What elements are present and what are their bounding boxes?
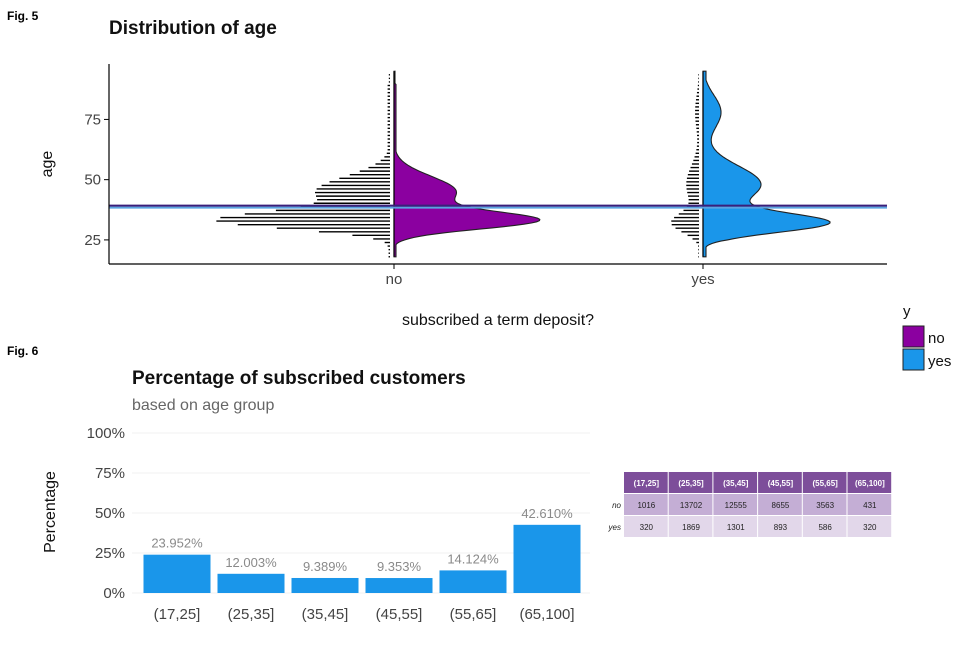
table-cell-value-no-1: 13702 bbox=[680, 501, 703, 510]
fig6-title: Percentage of subscribed customers bbox=[132, 368, 466, 389]
table-cell-value-no-4: 3563 bbox=[816, 501, 834, 510]
fig6-x-ticks: (17,25] (25,35] (35,45] (45,55] (55,65] (65,1… bbox=[154, 606, 575, 623]
fig6-y-ticks: 0% 25% 50% 75% 100% bbox=[87, 425, 125, 602]
bar-value-label-2: 9.389% bbox=[303, 559, 348, 574]
table-cell-yes-1 bbox=[668, 516, 713, 537]
fig5-x-tick-label-1: yes bbox=[691, 271, 714, 288]
bar-3 bbox=[365, 578, 433, 593]
bar-value-label-5: 42.610% bbox=[521, 506, 573, 521]
counts-table: (17,25] (25,35] (35,45] (45,55] (55,65] (65,1… bbox=[608, 472, 892, 537]
table-cell-value-no-2: 12555 bbox=[725, 501, 748, 510]
fig5-y-axis-title: age bbox=[39, 151, 56, 178]
fig6-x-tick-label-3: (45,55] bbox=[376, 606, 423, 623]
table-header-label-3: (45,55] bbox=[768, 479, 794, 488]
table-cell-value-yes-1: 1869 bbox=[682, 523, 700, 532]
legend-swatch-yes bbox=[902, 348, 925, 371]
table-header-cell-5 bbox=[847, 472, 892, 493]
fig6-y-tick-label-1: 25% bbox=[95, 545, 125, 562]
fig6-y-axis-title: Percentage bbox=[42, 471, 59, 553]
fig5-y-tick-label-0: 25 bbox=[84, 232, 101, 249]
bar-value-label-4: 14.124% bbox=[447, 551, 499, 566]
table-header-cell-1 bbox=[668, 472, 713, 493]
table-cell-value-yes-3: 893 bbox=[774, 523, 788, 532]
fig5-x-ticks: no yes bbox=[386, 264, 715, 288]
table-cell-value-yes-5: 320 bbox=[863, 523, 877, 532]
table-header-label-0: (17,25] bbox=[634, 479, 660, 488]
bar-4 bbox=[439, 570, 507, 593]
table-header-cell-0 bbox=[624, 472, 668, 493]
fig5-title: Distribution of age bbox=[109, 18, 277, 39]
table-cell-no-4 bbox=[802, 494, 847, 515]
fig6-x-tick-label-1: (25,35] bbox=[228, 606, 275, 623]
table-row-label-yes: yes bbox=[608, 523, 621, 532]
fig5-label: Fig. 5 bbox=[7, 9, 39, 23]
table-cell-no-2 bbox=[713, 494, 758, 515]
bar-0 bbox=[143, 554, 211, 593]
legend-label-yes: yes bbox=[928, 353, 951, 370]
fig6-bars: 23.952% 12.003% 9.389% 9.353% 14.124% 42.610% bbox=[143, 506, 581, 593]
fig6-label: Fig. 6 bbox=[7, 344, 39, 358]
table-row-label-no: no bbox=[612, 501, 621, 510]
fig5-x-axis-title: subscribed a term deposit? bbox=[402, 312, 594, 329]
fig5-legend: y no yes bbox=[902, 303, 951, 371]
bar-value-label-0: 23.952% bbox=[151, 536, 203, 551]
fig6-x-tick-label-0: (17,25] bbox=[154, 606, 201, 623]
table-cell-yes-0 bbox=[624, 516, 668, 537]
table-cell-no-0 bbox=[624, 494, 668, 515]
violin-no bbox=[393, 70, 541, 258]
fig6-x-tick-label-5: (65,100] bbox=[519, 606, 574, 623]
fig6-subtitle: based on age group bbox=[132, 397, 274, 414]
bar-value-label-1: 12.003% bbox=[225, 555, 277, 570]
table-cell-value-yes-2: 1301 bbox=[727, 523, 745, 532]
histograms-layer bbox=[216, 74, 699, 258]
fig6-x-tick-label-2: (35,45] bbox=[302, 606, 349, 623]
table-header-label-2: (35,45] bbox=[723, 479, 749, 488]
bar-value-label-3: 9.353% bbox=[377, 559, 422, 574]
table-cell-yes-2 bbox=[713, 516, 758, 537]
table-cell-no-5 bbox=[847, 494, 892, 515]
legend-swatch-no bbox=[902, 325, 925, 348]
table-header-cell-3 bbox=[758, 472, 802, 493]
table-cell-value-no-3: 8655 bbox=[772, 501, 790, 510]
bar-2 bbox=[291, 577, 359, 593]
fig5-x-tick-label-0: no bbox=[386, 271, 403, 288]
legend-title: y bbox=[903, 303, 911, 320]
violin-yes bbox=[702, 70, 831, 258]
violins-layer bbox=[393, 70, 831, 258]
table-cell-value-no-5: 431 bbox=[863, 501, 877, 510]
fig6-y-tick-label-2: 50% bbox=[95, 505, 125, 522]
legend-label-no: no bbox=[928, 330, 945, 347]
table-cell-yes-5 bbox=[847, 516, 892, 537]
table-cell-value-yes-4: 586 bbox=[818, 523, 832, 532]
fig5-y-tick-label-1: 50 bbox=[84, 172, 101, 189]
table-header-label-1: (25,35] bbox=[678, 479, 704, 488]
table-cell-no-3 bbox=[758, 494, 802, 515]
fig5-y-ticks: 25 50 75 bbox=[84, 111, 109, 249]
fig6-x-tick-label-4: (55,65] bbox=[450, 606, 497, 623]
table-cell-value-no-0: 1016 bbox=[637, 501, 655, 510]
fig6-y-tick-label-4: 100% bbox=[87, 425, 125, 442]
bar-5 bbox=[513, 524, 581, 593]
table-cell-value-yes-0: 320 bbox=[640, 523, 654, 532]
fig5-plot-area: 25 50 75 no yes bbox=[84, 64, 887, 288]
bar-1 bbox=[217, 573, 285, 593]
fig6-y-tick-label-3: 75% bbox=[95, 465, 125, 482]
table-header-cell-2 bbox=[713, 472, 758, 493]
table-header-label-4: (55,65] bbox=[812, 479, 838, 488]
fig6-y-tick-label-0: 0% bbox=[103, 585, 125, 602]
fig5-y-tick-label-2: 75 bbox=[84, 111, 101, 128]
table-header-label-5: (65,100] bbox=[855, 479, 885, 488]
table-cell-yes-3 bbox=[758, 516, 802, 537]
table-cell-no-1 bbox=[668, 494, 713, 515]
table-header-cell-4 bbox=[802, 472, 847, 493]
table-cell-yes-4 bbox=[802, 516, 847, 537]
